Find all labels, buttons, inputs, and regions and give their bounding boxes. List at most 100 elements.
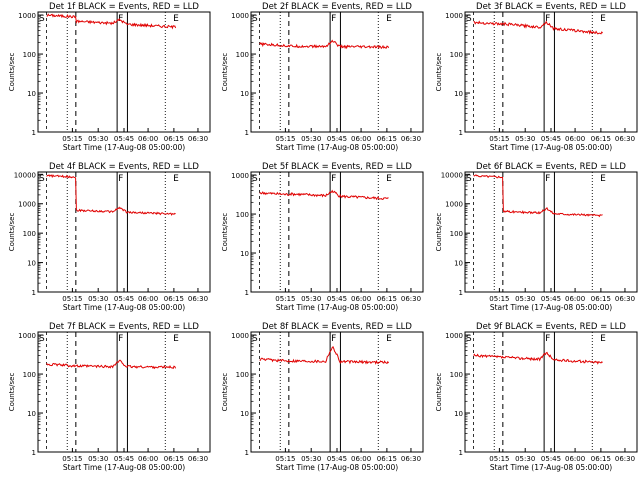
x-tick-label: 05:45 xyxy=(327,295,347,303)
y-tick-label: 1 xyxy=(32,449,36,457)
lld-series-line xyxy=(259,345,390,365)
x-tick-label: 06:30 xyxy=(188,455,208,463)
panel-title: Det 1f BLACK = Events, RED = LLD xyxy=(49,2,199,12)
x-tick-label: 06:15 xyxy=(377,135,397,143)
y-axis-label: Counts/sec xyxy=(435,213,443,252)
marker-label-end: E xyxy=(386,334,392,344)
x-tick-label: 05:30 xyxy=(88,295,108,303)
y-tick-label: 1000 xyxy=(231,172,249,180)
marker-label-start: S xyxy=(39,174,45,184)
y-tick-label: 1000 xyxy=(18,332,36,340)
x-tick-label: 06:15 xyxy=(164,295,184,303)
y-tick-label: 100 xyxy=(23,371,36,379)
x-tick-label: 05:15 xyxy=(489,455,509,463)
y-tick-label: 10000 xyxy=(441,171,463,179)
x-tick-label: 05:30 xyxy=(88,455,108,463)
detector-panel-3: Det 3f BLACK = Events, RED = LLD 1 10 100 10… xyxy=(435,2,638,152)
marker-label-flare: F xyxy=(118,174,123,184)
marker-label-start: S xyxy=(39,334,45,344)
x-axis-label: Start Time (17-Aug-08 05:00:00) xyxy=(63,143,185,152)
detector-panel-1: Det 1f BLACK = Events, RED = LLD 1 10 100 10… xyxy=(8,2,211,152)
plot-frame xyxy=(37,11,211,133)
y-tick-label: 1000 xyxy=(231,12,249,20)
y-tick-label: 100 xyxy=(450,371,463,379)
x-tick-label: 05:15 xyxy=(489,295,509,303)
detector-panel-6: Det 6f BLACK = Events, RED = LLD 1 10 100 10… xyxy=(435,162,638,312)
y-axis-label: Counts/sec xyxy=(221,53,229,92)
x-tick-label: 05:45 xyxy=(327,135,347,143)
panel-title: Det 7f BLACK = Events, RED = LLD xyxy=(49,322,199,332)
x-tick-label: 06:00 xyxy=(351,135,371,143)
x-tick-label: 06:00 xyxy=(138,135,158,143)
y-tick-label: 1 xyxy=(459,129,463,137)
detector-panel-2: Det 2f BLACK = Events, RED = LLD 1 10 100 10… xyxy=(221,2,424,152)
y-axis-label: Counts/sec xyxy=(221,373,229,412)
y-tick-label: 10 xyxy=(240,250,249,258)
x-tick-label: 05:15 xyxy=(489,135,509,143)
y-tick-label: 1 xyxy=(459,289,463,297)
detector-panel-7: Det 7f BLACK = Events, RED = LLD 1 10 100 10… xyxy=(8,322,211,472)
y-tick-label: 10 xyxy=(27,90,36,98)
panel-title: Det 8f BLACK = Events, RED = LLD xyxy=(262,322,412,332)
y-tick-label: 100 xyxy=(236,371,249,379)
lld-series-line xyxy=(473,174,603,218)
plot-frame xyxy=(464,171,638,293)
x-axis-label: Start Time (17-Aug-08 05:00:00) xyxy=(276,303,398,312)
x-tick-label: 06:30 xyxy=(188,295,208,303)
marker-label-end: E xyxy=(173,334,179,344)
x-tick-label: 05:30 xyxy=(88,135,108,143)
x-tick-label: 05:30 xyxy=(515,135,535,143)
y-tick-label: 10 xyxy=(454,410,463,418)
panel-title: Det 2f BLACK = Events, RED = LLD xyxy=(262,2,412,12)
x-tick-label: 05:15 xyxy=(62,135,82,143)
x-tick-label: 06:00 xyxy=(351,295,371,303)
x-tick-label: 06:00 xyxy=(138,455,158,463)
x-tick-label: 06:15 xyxy=(591,135,611,143)
y-axis-label: Counts/sec xyxy=(8,213,16,252)
y-tick-label: 1 xyxy=(459,449,463,457)
x-tick-label: 06:15 xyxy=(164,455,184,463)
marker-label-start: S xyxy=(466,14,472,24)
x-tick-label: 06:00 xyxy=(351,455,371,463)
marker-label-flare: F xyxy=(118,334,123,344)
x-tick-label: 06:30 xyxy=(401,455,421,463)
marker-label-flare: F xyxy=(331,334,336,344)
y-tick-label: 1 xyxy=(245,449,249,457)
x-axis-label: Start Time (17-Aug-08 05:00:00) xyxy=(63,303,185,312)
detector-panel-4: Det 4f BLACK = Events, RED = LLD 1 10 100 10… xyxy=(8,162,211,312)
x-tick-label: 06:15 xyxy=(591,295,611,303)
marker-label-flare: F xyxy=(331,174,336,184)
x-tick-label: 06:30 xyxy=(615,455,635,463)
marker-label-end: E xyxy=(173,14,179,24)
y-tick-label: 1 xyxy=(245,289,249,297)
x-tick-label: 05:15 xyxy=(62,295,82,303)
marker-label-start: S xyxy=(39,14,45,24)
panel-title: Det 3f BLACK = Events, RED = LLD xyxy=(476,2,626,12)
x-tick-label: 06:15 xyxy=(377,455,397,463)
panel-title: Det 4f BLACK = Events, RED = LLD xyxy=(49,162,199,172)
x-tick-label: 05:30 xyxy=(301,295,321,303)
marker-label-flare: F xyxy=(118,14,123,24)
lld-series-line xyxy=(46,13,177,30)
plot-frame xyxy=(37,171,211,293)
marker-label-flare: F xyxy=(545,334,550,344)
marker-label-end: E xyxy=(173,174,179,184)
x-tick-label: 05:30 xyxy=(515,295,535,303)
y-tick-label: 1 xyxy=(32,289,36,297)
y-tick-label: 10 xyxy=(454,90,463,98)
y-tick-label: 100 xyxy=(450,51,463,59)
marker-label-end: E xyxy=(600,174,606,184)
marker-label-end: E xyxy=(386,14,392,24)
marker-label-end: E xyxy=(600,334,606,344)
panel-title: Det 6f BLACK = Events, RED = LLD xyxy=(476,162,626,172)
marker-label-end: E xyxy=(386,174,392,184)
x-axis-label: Start Time (17-Aug-08 05:00:00) xyxy=(490,463,612,472)
lld-series-line xyxy=(46,174,176,216)
x-axis-label: Start Time (17-Aug-08 05:00:00) xyxy=(276,143,398,152)
detector-panel-9: Det 9f BLACK = Events, RED = LLD 1 10 100 10… xyxy=(435,322,638,472)
y-tick-label: 10 xyxy=(27,260,36,268)
y-tick-label: 1000 xyxy=(445,201,463,209)
marker-label-flare: F xyxy=(331,14,336,24)
x-tick-label: 05:45 xyxy=(114,295,134,303)
detector-panel-8: Det 8f BLACK = Events, RED = LLD 1 10 100 10… xyxy=(221,322,424,472)
